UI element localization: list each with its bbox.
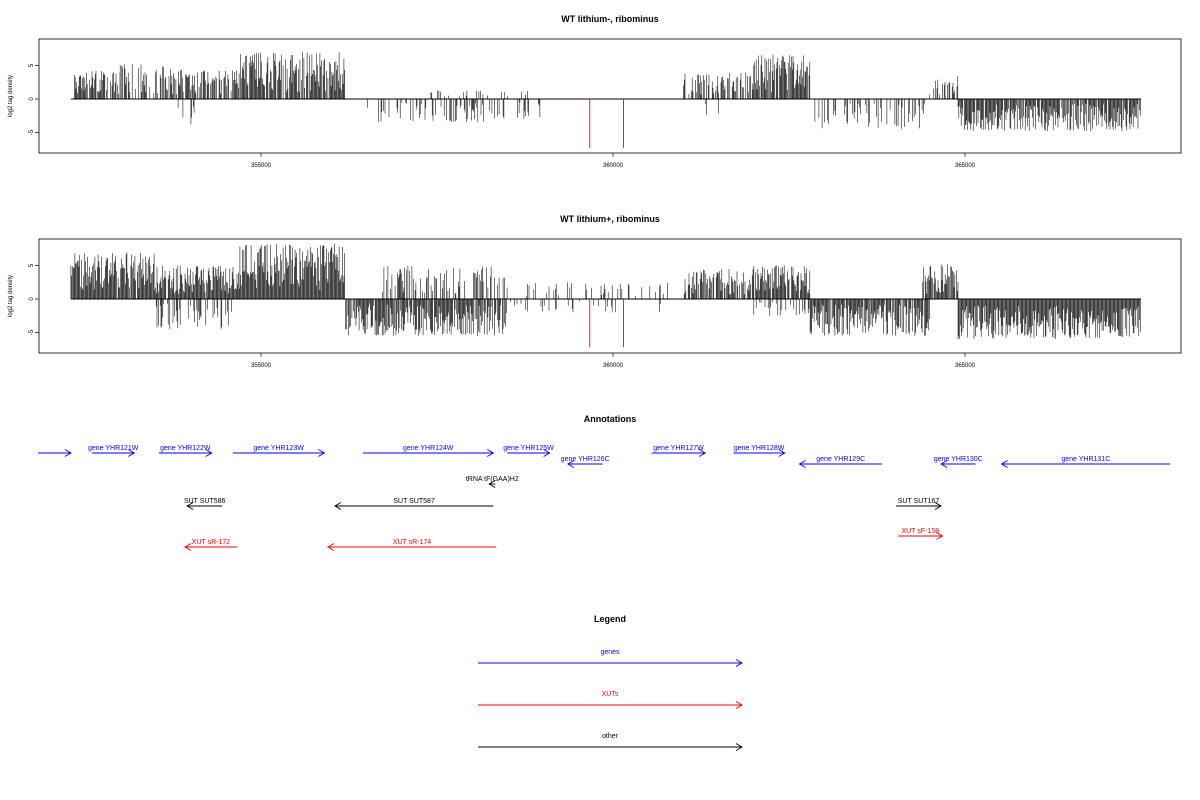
bar-group	[70, 52, 1141, 148]
annotation-label: tRNA tF(GAA)H2	[466, 476, 519, 483]
x-tick-label: 365000	[955, 163, 976, 169]
annotation-label: XUT sF-158	[901, 528, 939, 535]
annotation-arrow	[567, 460, 603, 468]
annotation-arrow	[92, 449, 136, 457]
y-tick-label: 0	[29, 97, 35, 101]
annotation-arrow	[38, 449, 72, 457]
annotation-arrow	[940, 460, 976, 468]
axes: 355000 360000 365000 5 0 -5	[29, 263, 976, 369]
annotation-label: gene YHR124W	[403, 445, 454, 452]
plot-frame	[38, 238, 1182, 354]
y-axis-label: log2 tag density	[8, 275, 14, 317]
panel-lithium-plus: WT lithium+, ribominus 355000 360000 36500…	[8, 214, 1182, 369]
annotation-label: SUT SUT587	[393, 498, 435, 505]
annotation-arrow	[158, 449, 213, 457]
annotation-label: gene YHR130C	[934, 456, 983, 463]
annotation-arrow	[326, 543, 497, 551]
annotation-label: SUT SUT586	[184, 498, 226, 505]
annotation-label: gene YHR126C	[561, 456, 610, 463]
y-tick-label: 5	[29, 63, 35, 67]
legend-label: XUTs	[602, 691, 619, 698]
y-tick-label: 0	[29, 297, 35, 301]
annotation-arrow	[488, 480, 496, 488]
annotation-label: gene YHR125W	[503, 445, 554, 452]
legend-arrow	[478, 659, 743, 667]
annotation-items: gene YHR121W gene YHR122W gene YHR123W gene…	[38, 445, 1170, 551]
annotation-arrow	[1000, 460, 1170, 468]
annotation-arrow	[798, 460, 882, 468]
annotation-label: gene YHR121W	[88, 445, 139, 452]
y-tick-label: -5	[29, 129, 35, 135]
annotation-label: SUT SUT167	[898, 498, 940, 505]
annotation-label: XUT sR-172	[192, 539, 230, 546]
annotation-arrow	[184, 543, 238, 551]
panel-lithium-minus: WT lithium-, ribominus 355000 360000 36500…	[8, 14, 1182, 169]
legend-arrow	[478, 743, 743, 751]
bar-group	[70, 244, 1141, 348]
legend-title: Legend	[594, 614, 626, 624]
y-tick-label: -5	[29, 329, 35, 335]
y-tick-label: 5	[29, 263, 35, 267]
x-tick-label: 365000	[955, 363, 976, 369]
annotation-arrow	[232, 449, 326, 457]
annotation-arrow	[507, 449, 551, 457]
legend: Legend genes XUTs other	[478, 614, 743, 751]
panel-title: WT lithium+, ribominus	[560, 214, 660, 224]
annotation-track: Annotations gene YHR121W gene YHR122W gene…	[38, 414, 1170, 551]
annotation-arrow	[363, 449, 495, 457]
annotation-arrow	[898, 532, 944, 540]
x-tick-label: 355000	[251, 363, 272, 369]
annotation-arrow	[186, 502, 223, 510]
annotations-title: Annotations	[584, 414, 637, 424]
annotation-label: XUT sR-174	[393, 539, 431, 546]
annotation-arrow	[896, 502, 942, 510]
annotation-arrow	[334, 502, 494, 510]
annotation-label: gene YHR123W	[253, 445, 304, 452]
annotation-label: gene YHR129C	[816, 456, 865, 463]
annotation-label: gene YHR122W	[160, 445, 211, 452]
legend-items: genes XUTs other	[478, 649, 743, 751]
legend-label: genes	[600, 649, 620, 656]
annotation-label: gene YHR127W	[653, 445, 704, 452]
annotation-label: gene YHR131C	[1061, 456, 1110, 463]
panel-title: WT lithium-, ribominus	[561, 14, 659, 24]
plot-frame	[38, 38, 1182, 154]
annotation-arrow	[651, 449, 707, 457]
x-tick-label: 360000	[603, 363, 624, 369]
annotation-arrow	[733, 449, 786, 457]
y-axis-label: log2 tag density	[8, 75, 14, 117]
annotation-label: gene YHR128W	[734, 445, 785, 452]
x-tick-label: 360000	[603, 163, 624, 169]
axes: 355000 360000 365000 5 0 -5	[29, 63, 976, 169]
legend-label: other	[602, 733, 619, 740]
x-tick-label: 355000	[251, 163, 272, 169]
legend-arrow	[478, 701, 743, 709]
